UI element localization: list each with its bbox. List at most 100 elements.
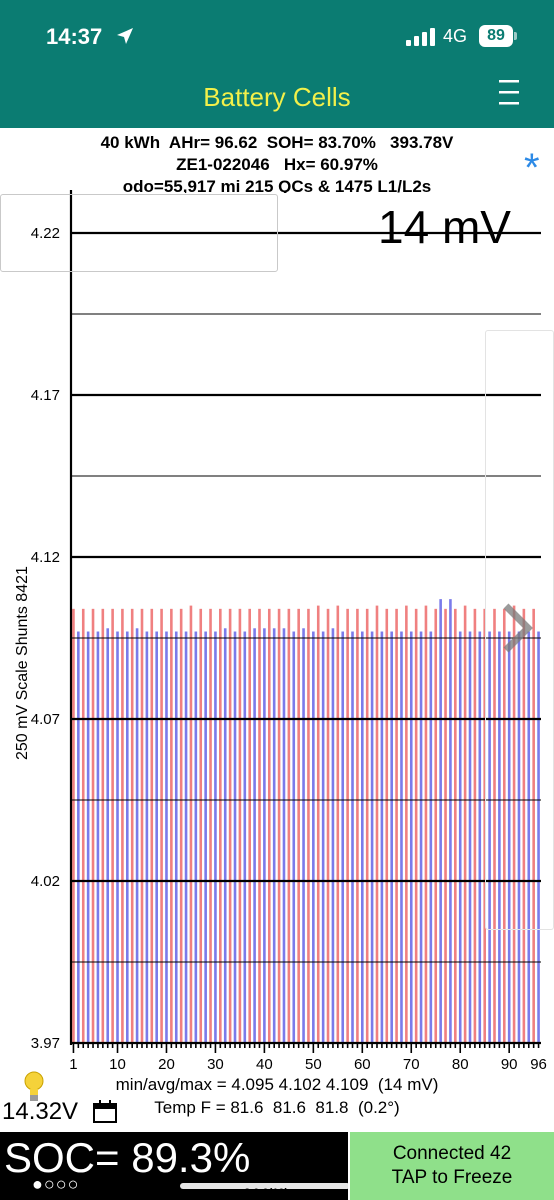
- cell-bar: [165, 631, 168, 1043]
- app-header: [0, 0, 554, 128]
- cell-bar: [400, 631, 403, 1043]
- cell-bar: [478, 631, 482, 1043]
- cell-bar: [223, 628, 227, 1043]
- cell-bar: [483, 608, 486, 1043]
- cell-bar: [91, 608, 95, 1043]
- zoom-box[interactable]: [0, 194, 278, 272]
- cell-bar: [537, 631, 540, 1043]
- y-tick-label: 4.17: [31, 387, 60, 404]
- cell-bar: [312, 631, 315, 1043]
- cell-bar: [96, 631, 100, 1043]
- cell-bar: [228, 608, 232, 1043]
- status-time: 14:37: [46, 24, 103, 49]
- cell-bar: [351, 631, 354, 1043]
- cell-bar: [272, 628, 276, 1043]
- cell-bar: [365, 608, 369, 1043]
- cell-bar: [258, 608, 261, 1043]
- menu-icon[interactable]: [499, 78, 519, 108]
- min-avg-max: min/avg/max = 4.095 4.102 4.109 (14 mV): [115, 1075, 439, 1094]
- connect-freeze-button[interactable]: Connected 42 TAP to Freeze: [350, 1132, 554, 1200]
- network-type: 4G: [443, 26, 468, 46]
- y-tick-label: 3.97: [31, 1035, 60, 1052]
- cell-bar: [277, 608, 281, 1043]
- x-tick-label: 60: [354, 1056, 371, 1073]
- cell-bar: [336, 605, 340, 1043]
- cell-bar: [199, 608, 203, 1043]
- cell-bar: [316, 605, 320, 1043]
- cell-voltage-chart[interactable]: 4.22 4.17 4.12 4.07 4.02 3.97 1 10 20 30 40 50 60 70 8…: [0, 190, 554, 1080]
- cell-bar: [473, 608, 477, 1043]
- cell-bar: [81, 608, 85, 1043]
- version-label: v2.0.0(10) en: [238, 1187, 305, 1199]
- cell-bar: [282, 628, 286, 1043]
- cell-bar: [101, 608, 105, 1043]
- light-bulb-icon[interactable]: [22, 1070, 46, 1104]
- x-tick-label: 90: [501, 1056, 518, 1073]
- connect-status: Connected 42: [392, 1143, 512, 1164]
- cell-bar: [72, 608, 75, 1043]
- cell-bar: [135, 628, 139, 1043]
- cell-bar: [449, 599, 452, 1043]
- cell-bar: [326, 608, 330, 1043]
- y-tick-label: 4.22: [31, 225, 60, 242]
- x-tick-label: 50: [305, 1056, 322, 1073]
- cell-bar: [522, 608, 526, 1043]
- cell-bar: [454, 608, 457, 1043]
- cell-bar: [238, 608, 242, 1043]
- signal-bars-icon: [406, 28, 435, 46]
- cell-bar: [253, 628, 256, 1043]
- spread-label: 14 mV: [378, 201, 511, 253]
- star-icon[interactable]: *: [524, 146, 540, 190]
- page-indicator[interactable]: ●○○○: [32, 1174, 80, 1194]
- cell-bar: [170, 608, 173, 1043]
- cell-bar: [517, 631, 521, 1043]
- cell-bar: [444, 608, 447, 1043]
- x-tick-label: 70: [403, 1056, 420, 1073]
- cell-bar: [488, 631, 491, 1043]
- page-title: Battery Cells: [203, 82, 351, 112]
- cell-bar: [160, 608, 163, 1043]
- cell-bar: [414, 608, 418, 1043]
- cell-bar: [179, 608, 183, 1043]
- x-tick-label: 20: [158, 1056, 175, 1073]
- cell-bar: [375, 605, 379, 1043]
- cell-bar: [370, 631, 374, 1043]
- y-axis-label: 250 mV Scale Shunts 8421: [14, 566, 31, 760]
- cell-bar: [331, 628, 335, 1043]
- cell-bar: [419, 631, 423, 1043]
- x-tick-label: 30: [207, 1056, 224, 1073]
- battery-nub: [514, 32, 517, 40]
- pack-summary: 40 kWh AHr= 96.62 SOH= 83.70% 393.78V: [100, 133, 454, 152]
- cell-bar: [111, 608, 114, 1043]
- cell-bar: [361, 631, 364, 1043]
- cell-bar: [194, 631, 198, 1043]
- cell-bar: [512, 605, 516, 1043]
- cell-bar: [130, 608, 134, 1043]
- cell-bar: [385, 608, 389, 1043]
- cell-bar: [307, 608, 310, 1043]
- cell-bar: [174, 631, 178, 1043]
- temperature: Temp F = 81.6 81.6 81.8 (0.2°): [154, 1098, 400, 1117]
- cell-bar: [184, 631, 188, 1043]
- cell-bar: [77, 631, 80, 1043]
- y-tick-label: 4.07: [31, 711, 60, 728]
- cell-bar: [424, 605, 428, 1043]
- cell-bar: [380, 631, 384, 1043]
- cell-bar: [498, 631, 501, 1043]
- cell-bar: [189, 605, 193, 1043]
- chevron-right-icon[interactable]: [500, 602, 534, 654]
- y-tick-label: 4.12: [31, 549, 60, 566]
- cell-bar: [321, 631, 325, 1043]
- cell-bar: [263, 628, 266, 1043]
- home-indicator: [180, 1183, 350, 1189]
- cell-bar: [395, 608, 398, 1043]
- cell-bar: [356, 608, 359, 1043]
- vin-health: ZE1-022046 Hx= 60.97%: [176, 155, 378, 174]
- cell-bar: [458, 631, 462, 1043]
- aux-voltage: 14.32V: [2, 1098, 79, 1125]
- cell-bar: [341, 631, 345, 1043]
- x-tick-label: 96: [530, 1056, 547, 1073]
- cell-bar: [140, 608, 144, 1043]
- calendar-icon[interactable]: [92, 1100, 118, 1124]
- x-tick-label: 40: [256, 1056, 273, 1073]
